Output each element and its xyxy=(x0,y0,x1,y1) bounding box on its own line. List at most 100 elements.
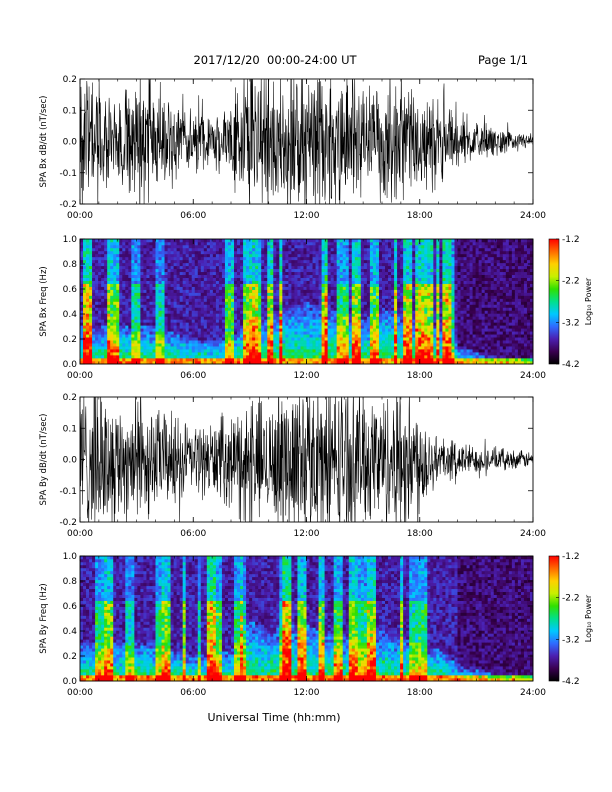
spectrogram-cell xyxy=(155,307,159,311)
spectrogram-cell xyxy=(312,283,316,287)
spectrogram-cell xyxy=(224,295,229,299)
spectrogram-cell xyxy=(110,349,114,353)
spectrogram-cell xyxy=(179,337,183,341)
spectrogram-cell xyxy=(122,289,126,293)
spectrogram-cell xyxy=(243,259,247,264)
spectrogram-cell xyxy=(89,340,93,344)
spectrogram-cell xyxy=(158,280,162,284)
spectrogram-cell xyxy=(264,301,268,305)
spectrogram-cell xyxy=(342,250,347,255)
spectrogram-cell xyxy=(430,313,434,317)
spectrogram-cell xyxy=(113,346,117,350)
spectrogram-cell xyxy=(294,268,298,273)
spectrogram-cell xyxy=(264,325,268,329)
spectrogram-cell xyxy=(89,271,93,276)
spectrogram-cell xyxy=(203,277,208,281)
spectrogram-cell xyxy=(264,358,268,362)
spectrogram-cell xyxy=(255,250,259,255)
spectrogram-cell xyxy=(255,277,259,281)
spectrogram-cell xyxy=(330,280,334,284)
spectrogram-cell xyxy=(206,244,211,249)
spectrogram-cell xyxy=(366,304,371,308)
spectrogram-cell xyxy=(152,283,156,287)
spectrogram-cell xyxy=(246,292,250,296)
spectrogram-cell xyxy=(418,292,422,296)
spectrogram-cell xyxy=(427,346,431,350)
spectrogram-cell xyxy=(336,328,341,332)
spectrogram-cell xyxy=(330,274,334,278)
spectrogram-cell xyxy=(397,280,401,284)
spectrogram-cell xyxy=(215,256,220,261)
spectrogram-cell xyxy=(146,262,150,267)
spectrogram-cell xyxy=(80,265,84,270)
spectrogram-cell xyxy=(83,316,87,320)
spectrogram-cell xyxy=(385,325,389,329)
spectrogram-cell xyxy=(369,349,374,353)
spectrogram-cell xyxy=(249,307,253,311)
spectrogram-cell xyxy=(176,313,180,317)
spectrogram-cell xyxy=(282,301,286,305)
spectrogram-cell xyxy=(194,337,199,341)
spectrogram-cell xyxy=(345,301,350,305)
spectrogram-cell xyxy=(249,319,253,323)
spectrogram-cell xyxy=(95,304,99,308)
spectrogram-cell xyxy=(149,316,153,320)
spectrogram-cell xyxy=(185,301,190,305)
spectrogram-cell xyxy=(427,304,431,308)
spectrogram-cell xyxy=(107,283,111,287)
spectrogram-cell xyxy=(279,277,283,281)
spectrogram-cell xyxy=(116,322,120,326)
spectrogram-cell xyxy=(212,313,217,317)
spectrogram-cell xyxy=(418,280,422,284)
spectrogram-cell xyxy=(421,310,425,314)
spectrogram-cell xyxy=(354,331,359,335)
spectrogram-cell xyxy=(378,334,383,338)
spectrogram-cell xyxy=(385,253,389,258)
spectrogram-cell xyxy=(391,322,395,326)
spectrogram-cell xyxy=(424,280,428,284)
spectrogram-cell xyxy=(131,256,135,261)
spectrogram-cell xyxy=(110,331,114,335)
spectrogram-cell xyxy=(333,337,337,341)
spectrogram-cell xyxy=(267,262,271,267)
spectrogram-cell xyxy=(209,349,214,353)
spectrogram-cell xyxy=(318,256,322,261)
spectrogram-cell xyxy=(164,253,168,258)
spectrogram-cell xyxy=(203,253,208,258)
spectrogram-cell xyxy=(231,310,235,314)
spectrogram-cell xyxy=(306,292,310,296)
spectrogram-cell xyxy=(119,253,123,258)
spectrogram-cell xyxy=(122,343,126,347)
spectrogram-cell xyxy=(221,283,226,287)
spectrogram-cell xyxy=(412,250,416,255)
spectrogram-cell xyxy=(98,289,102,293)
spectrogram-cell xyxy=(237,274,241,278)
spectrogram-cell xyxy=(246,283,250,287)
spectrogram-cell xyxy=(98,358,102,362)
spectrogram-cell xyxy=(303,310,307,314)
spectrogram-cell xyxy=(164,262,168,267)
spectrogram-cell xyxy=(224,256,229,261)
spectrogram-cell xyxy=(140,241,144,246)
spectrogram-cell xyxy=(282,331,286,335)
spectrogram-cell xyxy=(167,271,171,276)
spectrogram-cell xyxy=(249,334,253,338)
spectrogram-cell xyxy=(339,292,344,296)
spectrogram-cell xyxy=(306,253,310,258)
spectrogram-cell xyxy=(194,289,199,293)
spectrogram-cell xyxy=(113,271,117,276)
spectrogram-cell xyxy=(430,310,434,314)
spectrogram-cell xyxy=(267,283,271,287)
spectrogram-cell xyxy=(252,280,256,284)
spectrogram-cell xyxy=(261,340,265,344)
spectrogram-cell xyxy=(170,322,174,326)
spectrogram-cell xyxy=(397,283,401,287)
spectrogram-cell xyxy=(409,355,413,359)
spectrogram-cell xyxy=(185,349,190,353)
spectrogram-cell xyxy=(279,307,283,311)
spectrogram-cell xyxy=(403,298,407,302)
spectrogram-cell xyxy=(158,268,162,273)
spectrogram-cell xyxy=(412,316,416,320)
spectrogram-cell xyxy=(363,352,368,356)
spectrogram-cell xyxy=(351,325,356,329)
